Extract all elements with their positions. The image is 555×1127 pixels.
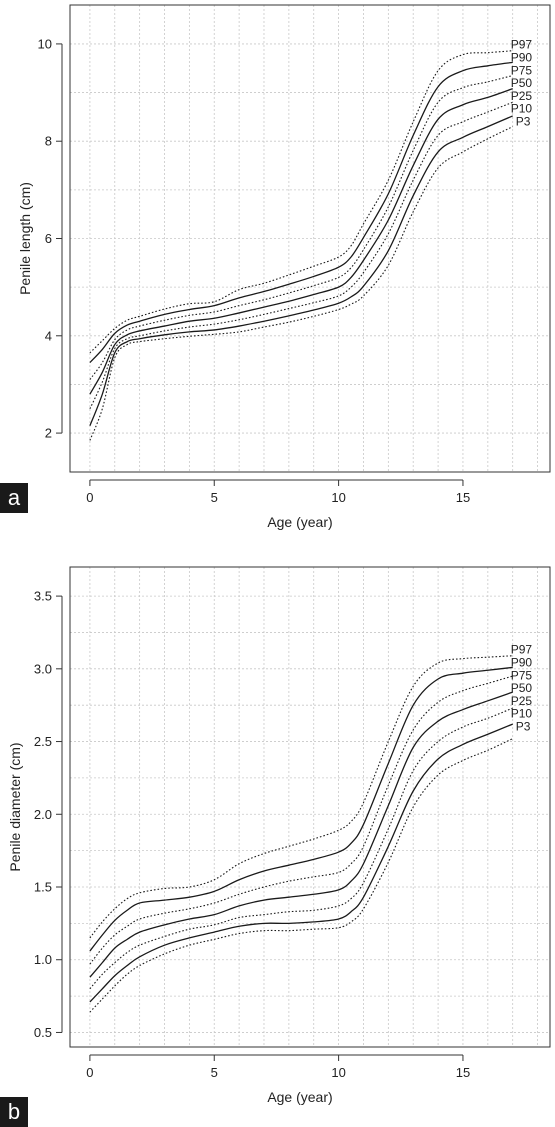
series-line-p50 xyxy=(89,691,513,978)
series-label-p75: P75 xyxy=(511,668,533,682)
x-tick-label: 10 xyxy=(331,490,345,505)
series-label-p75: P75 xyxy=(511,63,533,77)
series-line-p90 xyxy=(89,61,513,363)
x-axis-label: Age (year) xyxy=(267,514,332,530)
panel-badge xyxy=(0,1097,28,1127)
chart-panel-a: 0 5 10 15 2 4 6 8 10 Age (year) Penile length (cm)… xyxy=(0,4,551,530)
x-tick-label: 0 xyxy=(86,490,93,505)
series-line-p10 xyxy=(89,115,513,427)
panel-badge-letter: a xyxy=(8,485,21,510)
series-line-p50 xyxy=(89,88,513,395)
series-line-p10 xyxy=(89,723,513,1003)
y-tick-label: 1.0 xyxy=(34,952,52,967)
series-label-p50: P50 xyxy=(511,681,533,695)
series-label-p97: P97 xyxy=(511,643,533,657)
x-tick-label: 5 xyxy=(211,490,218,505)
x-axis-label: Age (year) xyxy=(267,1089,332,1105)
x-tick-label: 0 xyxy=(86,1065,93,1080)
series-label-p90: P90 xyxy=(511,51,533,65)
y-tick-label: 2.0 xyxy=(34,807,52,822)
series-label-p25: P25 xyxy=(511,694,533,708)
series-label-p10: P10 xyxy=(511,102,533,116)
y-tick-label: 3.0 xyxy=(34,661,52,676)
series-line-p75 xyxy=(89,675,513,965)
series-line-p25 xyxy=(89,101,513,409)
y-tick-label: 2 xyxy=(45,426,52,441)
series-line-p97 xyxy=(89,655,513,939)
y-tick-label: 8 xyxy=(45,134,52,149)
panel-badge xyxy=(0,483,28,513)
series-line-p90 xyxy=(89,666,513,952)
series-line-p3 xyxy=(89,738,513,1013)
series-label-p90: P90 xyxy=(511,656,533,670)
y-tick-label: 0.5 xyxy=(34,1025,52,1040)
plot-area-frame xyxy=(69,4,551,473)
series-line-p3 xyxy=(89,126,513,441)
y-axis-label: Penile diameter (cm) xyxy=(7,742,23,871)
series-label-p3: P3 xyxy=(516,115,531,129)
series-line-p97 xyxy=(89,50,513,354)
series-label-p50: P50 xyxy=(511,76,533,90)
x-tick-label: 5 xyxy=(211,1065,218,1080)
chart-panel-b: 0 5 10 15 0.5 1.0 1.5 2.0 2.5 3.0 3.5 Age (year) Pen… xyxy=(0,566,551,1127)
x-tick-label: 15 xyxy=(456,490,470,505)
panel-badge-letter: b xyxy=(8,1099,20,1124)
y-tick-label: 3.5 xyxy=(34,589,52,604)
series-label-p3: P3 xyxy=(516,720,531,734)
y-tick-label: 2.5 xyxy=(34,734,52,749)
x-tick-label: 10 xyxy=(331,1065,345,1080)
y-tick-label: 1.5 xyxy=(34,880,52,895)
x-tick-label: 15 xyxy=(456,1065,470,1080)
series-label-p10: P10 xyxy=(511,707,533,721)
plot-area-frame xyxy=(69,566,551,1048)
y-tick-label: 4 xyxy=(45,328,52,343)
y-axis-label: Penile length (cm) xyxy=(17,182,33,295)
series-line-p75 xyxy=(89,75,513,380)
y-tick-label: 10 xyxy=(38,36,52,51)
series-label-p97: P97 xyxy=(511,38,533,52)
series-line-p25 xyxy=(89,707,513,990)
series-label-p25: P25 xyxy=(511,89,533,103)
y-tick-label: 6 xyxy=(45,231,52,246)
